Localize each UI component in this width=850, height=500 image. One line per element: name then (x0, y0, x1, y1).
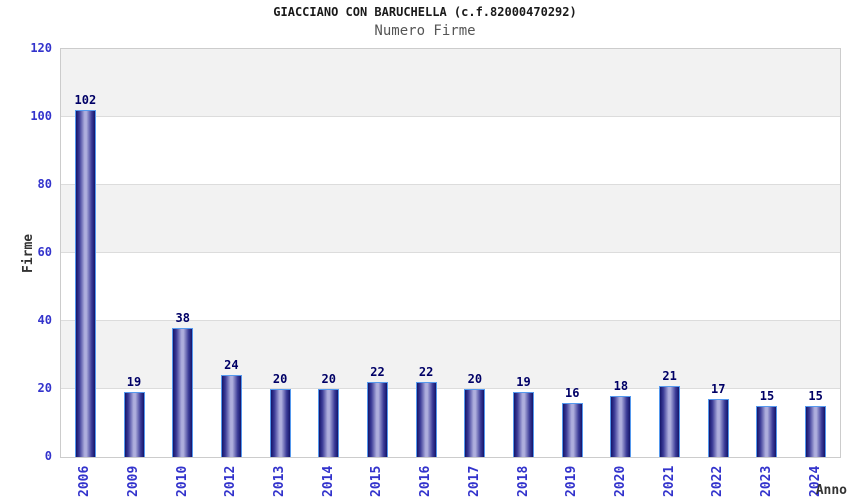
x-tick-label-2006: 2006 (77, 465, 93, 497)
bar-2012 (220, 375, 242, 457)
value-label-2006: 102 (74, 93, 97, 107)
bar-2024 (805, 406, 827, 457)
x-tick-label-2021: 2021 (661, 465, 677, 497)
bar-2019 (561, 403, 583, 457)
value-label-2022: 17 (711, 382, 726, 396)
value-label-2013: 20 (272, 372, 288, 386)
value-label-2016: 22 (418, 365, 434, 379)
x-tick-label-2022: 2022 (710, 465, 726, 497)
x-tick-label-2012: 2012 (223, 465, 239, 497)
bar-2020 (610, 396, 632, 457)
x-tick-label-2020: 2020 (612, 465, 628, 497)
y-tick-label: 20 (37, 381, 52, 395)
y-tick-label: 100 (30, 109, 52, 123)
value-label-2019: 16 (564, 386, 580, 400)
plot-area: 102 19 38 24 20 20 22 22 20 19 16 18 21 17 15 15 (60, 48, 841, 458)
x-tick-label-2019: 2019 (564, 465, 580, 497)
x-tick-label-2023: 2023 (758, 465, 774, 497)
value-label-2021: 21 (662, 369, 677, 383)
value-label-2024: 15 (808, 389, 823, 403)
x-tick-label-2016: 2016 (418, 465, 434, 497)
x-tick-label-2017: 2017 (466, 465, 482, 497)
x-axis-title: Anno (815, 483, 847, 498)
gridline-60 (61, 252, 840, 253)
chart-subtitle: Numero Firme (374, 23, 476, 39)
y-tick-label: 60 (37, 245, 52, 259)
gridline-100 (61, 116, 840, 117)
y-tick-label: 40 (37, 313, 52, 327)
bar-2018 (513, 392, 535, 457)
y-tick-label: 120 (30, 41, 52, 55)
value-label-2023: 15 (759, 389, 775, 403)
bar-2014 (318, 389, 340, 457)
bar-2015 (366, 382, 388, 457)
bar-2006 (74, 110, 96, 457)
bar-2023 (756, 406, 778, 457)
value-label-2017: 20 (467, 372, 483, 386)
y-tick-label: 80 (37, 177, 52, 191)
value-label-2020: 18 (613, 379, 629, 393)
bar-2016 (415, 382, 437, 457)
gridline-80 (61, 184, 840, 185)
bar-2013 (269, 389, 291, 457)
value-label-2018: 19 (516, 375, 531, 389)
value-label-2009: 19 (126, 375, 142, 389)
value-label-2015: 22 (370, 365, 385, 379)
x-tick-label-2018: 2018 (515, 465, 531, 497)
x-tick-label-2010: 2010 (174, 465, 190, 497)
value-label-2014: 20 (321, 372, 336, 386)
bar-2010 (172, 328, 194, 457)
bar-2022 (707, 399, 729, 457)
x-tick-label-2013: 2013 (272, 465, 288, 497)
gridline-20 (61, 388, 840, 389)
bar-2017 (464, 389, 486, 457)
x-tick-label-2014: 2014 (320, 465, 336, 497)
x-tick-label-2009: 2009 (126, 465, 142, 497)
chart-title: GIACCIANO CON BARUCHELLA (c.f.8200047029… (273, 5, 577, 19)
gridline-40 (61, 320, 840, 321)
value-label-2012: 24 (224, 358, 239, 372)
x-tick-label-2015: 2015 (369, 465, 385, 497)
value-label-2010: 38 (175, 311, 190, 325)
bar-2009 (123, 392, 145, 457)
y-tick-label: 0 (44, 449, 52, 463)
bar-2021 (659, 386, 681, 457)
